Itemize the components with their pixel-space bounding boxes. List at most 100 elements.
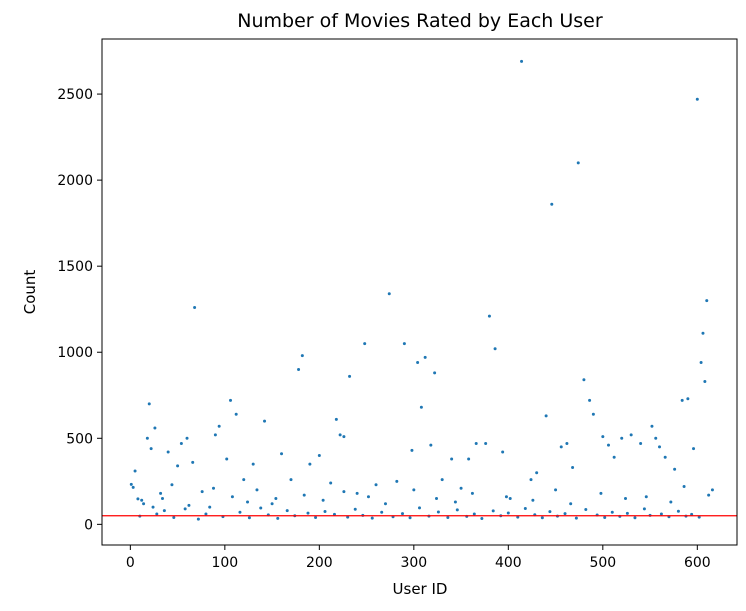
x-tick-label: 400	[495, 555, 522, 571]
data-point	[673, 467, 677, 471]
data-point	[554, 488, 558, 492]
data-point	[701, 331, 705, 335]
data-point	[574, 516, 578, 520]
y-tick-label: 2000	[57, 173, 93, 189]
data-point	[535, 471, 539, 475]
data-point	[410, 448, 414, 452]
data-point	[644, 495, 648, 499]
data-point	[440, 478, 444, 482]
data-point	[550, 202, 554, 206]
data-point	[569, 502, 573, 506]
data-point	[418, 506, 421, 510]
data-point	[363, 342, 367, 346]
data-point	[308, 462, 312, 466]
data-point	[408, 516, 412, 520]
data-point	[187, 503, 191, 507]
data-point	[692, 447, 696, 451]
data-point	[314, 515, 318, 519]
data-point	[200, 490, 204, 494]
data-point	[508, 497, 512, 501]
data-point	[707, 493, 711, 497]
data-point	[162, 509, 166, 513]
data-point	[185, 436, 189, 440]
data-point	[251, 462, 255, 466]
data-point	[380, 510, 384, 514]
x-axis: 0 100 200 300 400 500 600	[126, 545, 711, 571]
data-point	[230, 495, 234, 499]
data-point	[247, 516, 251, 520]
data-point	[654, 436, 658, 440]
data-point	[270, 502, 274, 506]
data-point	[659, 512, 663, 516]
data-points	[129, 59, 714, 521]
data-point	[571, 466, 575, 470]
data-point	[650, 424, 654, 428]
data-point	[387, 292, 391, 296]
data-point	[147, 402, 151, 406]
data-point	[172, 515, 176, 519]
data-point	[584, 508, 588, 512]
data-point	[669, 500, 673, 504]
data-point	[412, 488, 416, 492]
data-point	[297, 367, 301, 371]
data-point	[133, 469, 137, 473]
data-point	[603, 515, 607, 519]
data-point	[487, 314, 491, 318]
data-point	[491, 509, 495, 513]
data-point	[474, 441, 478, 445]
data-point	[366, 495, 370, 499]
data-point	[682, 484, 686, 488]
data-point	[480, 517, 484, 520]
data-point	[374, 483, 378, 487]
data-point	[523, 507, 527, 511]
data-point	[329, 481, 333, 485]
data-point	[348, 374, 352, 378]
data-point	[217, 424, 221, 428]
data-point	[529, 478, 533, 482]
data-point	[699, 361, 703, 365]
data-point	[705, 299, 709, 303]
data-point	[642, 507, 646, 511]
data-point	[710, 488, 714, 492]
data-point	[255, 488, 259, 492]
data-point	[565, 441, 569, 445]
data-point	[429, 443, 433, 447]
data-point	[676, 509, 680, 513]
data-point	[263, 419, 267, 423]
data-point	[423, 355, 427, 359]
data-point	[484, 441, 488, 445]
data-point	[129, 482, 133, 486]
data-point	[191, 460, 195, 464]
y-tick-label: 1500	[57, 259, 93, 275]
data-point	[131, 485, 135, 489]
data-point	[204, 512, 208, 516]
x-tick-label: 300	[400, 555, 427, 571]
data-point	[179, 441, 183, 445]
chart-title: Number of Movies Rated by Each User	[237, 10, 603, 32]
data-point	[196, 517, 200, 521]
data-point	[274, 497, 278, 501]
data-point	[140, 498, 144, 502]
data-point	[338, 433, 342, 437]
data-point	[229, 398, 233, 402]
data-point	[276, 516, 280, 520]
data-point	[493, 347, 497, 351]
data-point	[658, 445, 662, 449]
data-point	[280, 452, 284, 456]
data-point	[395, 479, 399, 483]
data-point	[624, 497, 627, 501]
data-point	[370, 516, 374, 520]
data-point	[455, 508, 459, 512]
data-point	[450, 457, 454, 461]
data-point	[246, 500, 250, 504]
data-point	[321, 498, 325, 502]
data-point	[402, 342, 406, 346]
data-point	[306, 511, 310, 515]
data-point	[520, 59, 524, 63]
data-point	[159, 491, 163, 495]
data-point	[591, 412, 595, 416]
data-point	[317, 454, 321, 457]
x-tick-label: 100	[211, 555, 238, 571]
data-point	[170, 483, 174, 487]
